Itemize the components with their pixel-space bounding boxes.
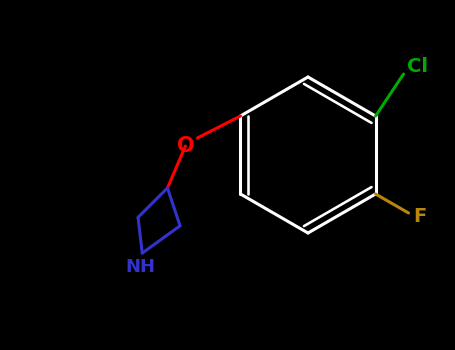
Text: O: O: [177, 136, 194, 156]
Text: F: F: [413, 206, 426, 225]
Text: Cl: Cl: [407, 56, 428, 76]
Text: NH: NH: [125, 258, 155, 276]
